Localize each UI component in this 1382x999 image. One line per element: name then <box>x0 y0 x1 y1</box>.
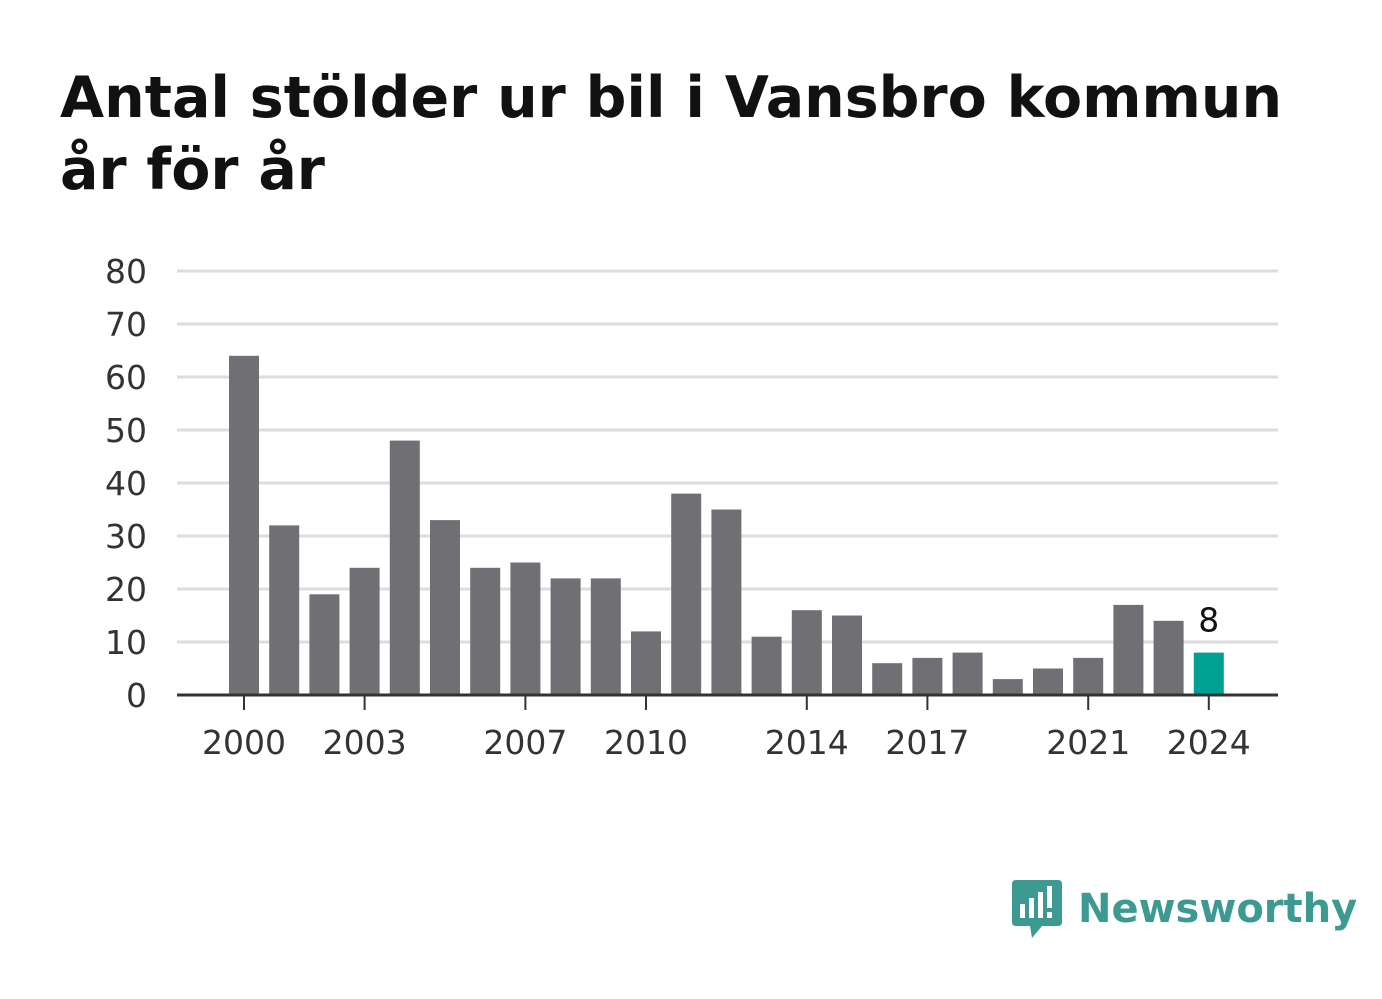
bar-2005 <box>430 520 460 695</box>
bar-2010 <box>631 631 661 695</box>
highlight-value-label: 8 <box>1198 601 1219 640</box>
bar-2011 <box>671 493 702 695</box>
brand-name: Newsworthy <box>1078 886 1358 932</box>
y-tick-label: 10 <box>105 623 147 662</box>
bar-2000 <box>229 355 259 695</box>
bar-2001 <box>269 525 300 695</box>
x-axis: 2000 2003 2007 2010 2014 2017 2021 2024 <box>177 693 1278 762</box>
bars <box>229 355 1224 695</box>
x-tick-label: 2000 <box>202 723 286 762</box>
x-tick-label: 2024 <box>1167 723 1251 762</box>
bar-2003 <box>349 567 380 695</box>
bar-2015 <box>832 615 862 695</box>
y-tick-label: 50 <box>105 411 147 450</box>
chart-title: Antal stölder ur bil i Vansbro kommun år… <box>60 65 1283 203</box>
y-tick-label: 80 <box>105 252 147 291</box>
y-tick-label: 20 <box>105 570 147 609</box>
bar-2012 <box>711 509 742 695</box>
x-tick-label: 2021 <box>1046 723 1130 762</box>
y-axis: 0 10 20 30 40 50 60 70 80 <box>105 252 147 715</box>
newsworthy-logo[interactable]: Newsworthy <box>1010 878 1357 940</box>
y-tick-label: 70 <box>105 305 147 344</box>
x-tick-label: 2007 <box>483 723 567 762</box>
bar-2024 <box>1193 652 1224 695</box>
newsworthy-logo-icon <box>1012 880 1062 938</box>
x-tick-label: 2010 <box>604 723 688 762</box>
bar-2022 <box>1113 604 1144 695</box>
x-tick-label: 2014 <box>765 723 849 762</box>
bar-2007 <box>510 562 541 695</box>
bar-2018 <box>952 652 983 695</box>
y-tick-label: 0 <box>126 676 147 715</box>
bar-2009 <box>590 578 621 695</box>
data-labels: 8 <box>1198 601 1219 640</box>
bar-2016 <box>872 663 903 695</box>
bar-2019 <box>992 679 1023 695</box>
bar-2023 <box>1153 620 1184 695</box>
x-tick-label: 2003 <box>323 723 407 762</box>
y-tick-label: 40 <box>105 464 147 503</box>
x-tick-label: 2017 <box>885 723 969 762</box>
bar-2020 <box>1033 668 1063 695</box>
y-tick-label: 60 <box>105 358 147 397</box>
bar-2013 <box>751 636 782 695</box>
y-tick-label: 30 <box>105 517 147 556</box>
bar-2017 <box>912 657 943 695</box>
bar-2004 <box>389 440 420 695</box>
bar-2021 <box>1073 657 1104 695</box>
bar-2014 <box>791 610 822 695</box>
bar-2002 <box>309 594 340 695</box>
bar-2008 <box>550 578 581 695</box>
bar-2006 <box>470 567 501 695</box>
